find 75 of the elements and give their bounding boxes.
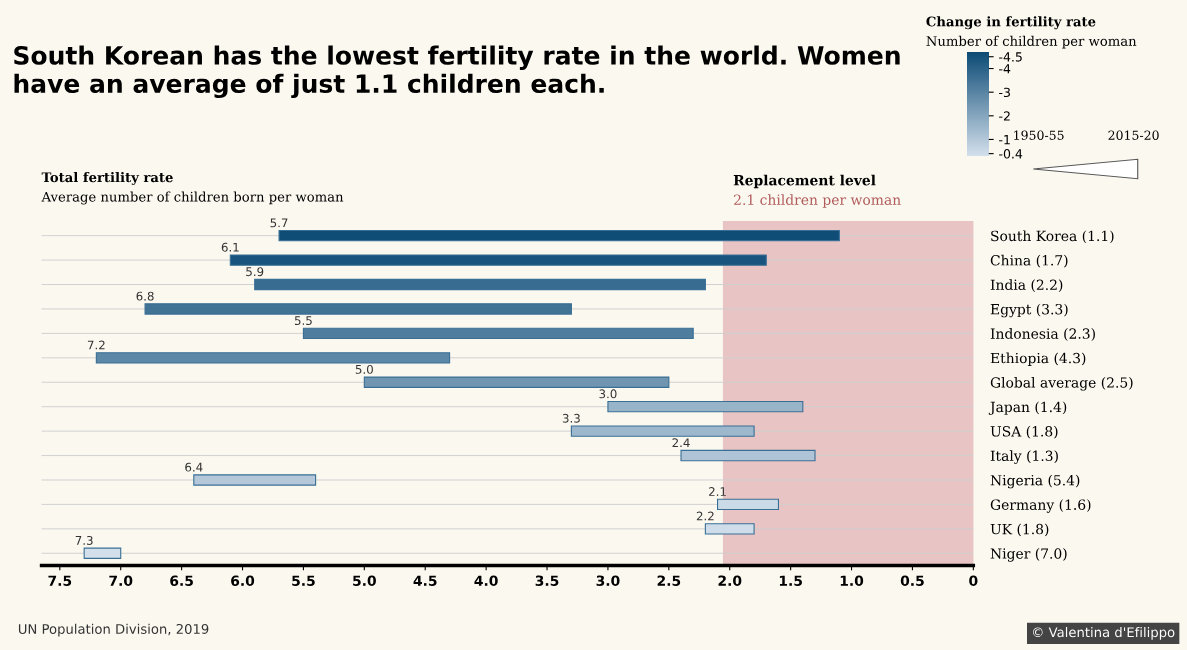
x-tick-label: 1.5 bbox=[779, 575, 802, 586]
chart-title: South Korean has the lowest fertility rate in the world. Women have an average of just 1.1 children each. bbox=[14, 45, 900, 99]
text: © Valentina d'Efilippo bbox=[1033, 626, 1175, 640]
bar bbox=[570, 425, 755, 437]
bar bbox=[302, 327, 694, 340]
y-tick-label: Italy (1.3) bbox=[990, 450, 1058, 464]
x-tick-label: 4.5 bbox=[413, 575, 437, 586]
annotation: 5.0 bbox=[355, 364, 373, 374]
y-tick-label: South Korea (1.1) bbox=[991, 230, 1114, 244]
color-bar-label: -1 bbox=[999, 135, 1010, 145]
y-tick-label: UK (1.8) bbox=[990, 523, 1049, 537]
y-tick-label: Niger (7.0) bbox=[990, 548, 1067, 562]
bar bbox=[193, 474, 317, 486]
y-tick-label: Indonesia (2.3) bbox=[990, 328, 1095, 341]
annotation: 7.3 bbox=[75, 535, 93, 545]
y-tick-label: Japan (1.4) bbox=[988, 401, 1067, 415]
y-tick-label: Global average (2.5) bbox=[990, 376, 1133, 391]
annotation: 2.4 bbox=[672, 438, 690, 447]
bar bbox=[278, 229, 840, 242]
x-tick-label: 6.0 bbox=[231, 575, 255, 586]
x-tick-label: 7.0 bbox=[109, 575, 133, 586]
annotation: 6.1 bbox=[221, 242, 239, 252]
x-tick-label: 5.5 bbox=[292, 575, 315, 586]
y-tick-label: India (2.2) bbox=[990, 279, 1063, 292]
text: 2015-20 bbox=[1108, 130, 1159, 140]
bar bbox=[254, 278, 706, 291]
y-tick-label: Ethiopia (4.3) bbox=[990, 352, 1086, 366]
x-tick-label: 6.5 bbox=[170, 575, 193, 586]
annotation: 2.2 bbox=[696, 511, 714, 521]
annotation: 6.4 bbox=[185, 462, 203, 472]
color-bar-label: -0.4 bbox=[999, 149, 1023, 159]
x-tick-label: 2.0 bbox=[718, 575, 742, 586]
annotation: 2.1 bbox=[709, 487, 726, 496]
x-tick-label: 1.0 bbox=[840, 575, 864, 586]
x-tick-label: 5.0 bbox=[353, 575, 376, 586]
bar bbox=[363, 376, 670, 388]
y-tick-label: China (1.7) bbox=[990, 254, 1068, 268]
x-tick-label: 0 bbox=[969, 575, 978, 586]
chart-subtitle: Total fertility rate bbox=[41, 171, 173, 185]
color-bar-label: -4 bbox=[999, 64, 1011, 74]
bar bbox=[83, 547, 122, 559]
annotation: 5.5 bbox=[294, 316, 312, 325]
text: Number of children per woman bbox=[926, 35, 1137, 49]
x-tick-label: 0.5 bbox=[900, 575, 924, 586]
annotation: 5.9 bbox=[246, 267, 264, 277]
y-tick-label: USA (1.8) bbox=[990, 425, 1058, 439]
x-tick-label: 3.5 bbox=[535, 575, 559, 586]
annotation: 7.2 bbox=[87, 340, 105, 350]
y-tick-label: Egypt (3.3) bbox=[990, 303, 1068, 318]
text: 1950-55 bbox=[1014, 130, 1064, 140]
x-tick-label: 7.5 bbox=[48, 575, 72, 586]
bar bbox=[607, 401, 804, 413]
band-label: Replacement level bbox=[733, 174, 876, 189]
text: Average number of children born per woman bbox=[41, 191, 344, 205]
bar bbox=[229, 254, 767, 266]
annotation: 3.0 bbox=[599, 389, 617, 399]
color-bar-label: -4.5 bbox=[999, 52, 1022, 62]
color-bar-title: Change in fertility rate bbox=[926, 16, 1096, 30]
text: UN Population Division, 2019 bbox=[18, 623, 209, 637]
text: 2.1 children per woman bbox=[734, 194, 901, 208]
bar bbox=[680, 449, 816, 462]
y-tick-label: Germany (1.6) bbox=[990, 499, 1091, 513]
bar bbox=[704, 523, 755, 535]
bar bbox=[144, 303, 572, 315]
x-tick-label: 2.5 bbox=[657, 575, 681, 586]
color-bar-label: -3 bbox=[999, 87, 1010, 98]
annotation: 6.8 bbox=[136, 291, 154, 301]
x-tick-label: 3.0 bbox=[596, 575, 620, 586]
color-bar-label: -2 bbox=[999, 111, 1010, 121]
bar bbox=[95, 352, 451, 364]
y-tick-label: Nigeria (5.4) bbox=[990, 474, 1080, 489]
bar bbox=[716, 498, 780, 511]
x-tick-label: 4.0 bbox=[474, 575, 498, 586]
annotation: 3.3 bbox=[562, 413, 580, 423]
annotation: 5.7 bbox=[270, 218, 288, 228]
